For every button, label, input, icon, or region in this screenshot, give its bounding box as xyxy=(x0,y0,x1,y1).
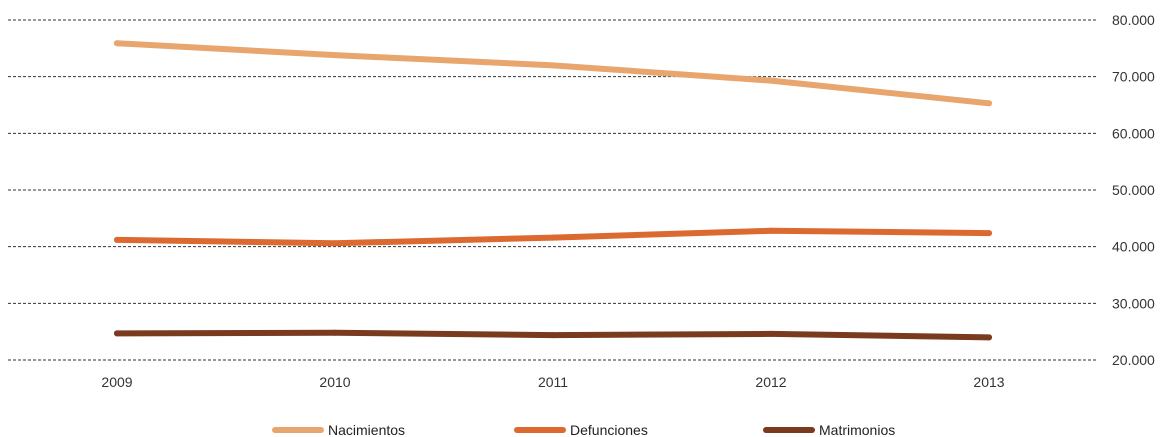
series-lines xyxy=(114,40,992,341)
data-point xyxy=(114,236,120,243)
x-tick-label: 2011 xyxy=(538,374,568,390)
legend-label: Defunciones xyxy=(570,422,648,437)
x-tick-label: 2009 xyxy=(101,374,132,390)
x-axis: 2009 2010 2011 2012 2013 xyxy=(101,374,1004,390)
legend-label: Matrimonios xyxy=(819,422,895,437)
data-point xyxy=(332,240,338,247)
y-tick-label: 30.000 xyxy=(1112,295,1155,311)
grid-lines xyxy=(8,19,1098,361)
data-point xyxy=(114,40,120,47)
data-point xyxy=(550,62,556,69)
x-tick-label: 2012 xyxy=(755,374,786,390)
data-point xyxy=(332,52,338,59)
data-point xyxy=(768,227,774,234)
legend: Nacimientos Defunciones Matrimonios xyxy=(272,422,895,437)
data-point xyxy=(550,332,556,339)
data-point xyxy=(986,334,992,341)
y-tick-label: 50.000 xyxy=(1112,182,1155,198)
legend-label: Nacimientos xyxy=(328,422,405,437)
y-tick-label: 40.000 xyxy=(1112,239,1155,255)
data-point xyxy=(550,234,556,241)
data-point xyxy=(768,77,774,84)
x-tick-label: 2013 xyxy=(973,374,1004,390)
data-point xyxy=(768,330,774,337)
y-tick-label: 80.000 xyxy=(1112,12,1155,28)
y-tick-label: 70.000 xyxy=(1112,69,1155,85)
y-tick-label: 60.000 xyxy=(1112,125,1155,141)
y-tick-label: 20.000 xyxy=(1112,352,1155,368)
x-tick-label: 2010 xyxy=(319,374,350,390)
data-point xyxy=(114,330,120,337)
series-line-nacimientos xyxy=(114,40,992,107)
y-axis: 20.000 30.000 40.000 50.000 60.000 70.000 80.0… xyxy=(1112,12,1155,368)
data-point xyxy=(332,329,338,336)
data-point xyxy=(986,100,992,107)
data-point xyxy=(986,230,992,237)
